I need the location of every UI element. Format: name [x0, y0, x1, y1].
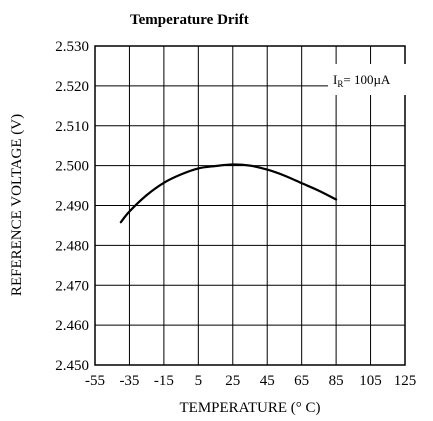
y-tick-label: 2.520 [55, 79, 89, 95]
y-axis-label: REFERENCE VOLTAGE (V) [9, 114, 25, 296]
y-tick-label: 2.480 [55, 238, 89, 254]
y-tick-label: 2.460 [55, 318, 89, 334]
x-tick-label: 105 [359, 373, 382, 389]
drift-curve [119, 163, 338, 224]
x-tick-labels: -55 -35 -15 5 25 45 65 85 105 125 [85, 373, 416, 389]
annotation-label: IR= 100µA [333, 72, 391, 89]
x-axis-label: TEMPERATURE (° C) [180, 400, 321, 416]
x-tick-label: 85 [329, 373, 344, 389]
x-tick-label: 125 [394, 373, 417, 389]
x-tick-label: 5 [195, 373, 203, 389]
chart-title: Temperature Drift [130, 12, 249, 28]
y-tick-label: 2.490 [55, 199, 89, 215]
y-tick-label: 2.470 [55, 278, 89, 294]
y-tick-label: 2.500 [55, 159, 89, 175]
annotation-box [328, 64, 410, 95]
y-tick-label: 2.510 [55, 119, 89, 135]
y-tick-label: 2.530 [55, 39, 89, 55]
x-tick-label: 25 [225, 373, 240, 389]
grid [94, 45, 406, 366]
x-tick-label: 65 [294, 373, 309, 389]
y-tick-label: 2.450 [55, 358, 89, 374]
x-tick-label: 45 [260, 373, 275, 389]
x-tick-label: -55 [85, 373, 105, 389]
plot-frame [94, 45, 406, 366]
x-tick-label: -15 [154, 373, 174, 389]
y-tick-labels: 2.450 2.460 2.470 2.480 2.490 2.500 2.510 2.520… [55, 39, 89, 374]
x-tick-label: -35 [119, 373, 139, 389]
